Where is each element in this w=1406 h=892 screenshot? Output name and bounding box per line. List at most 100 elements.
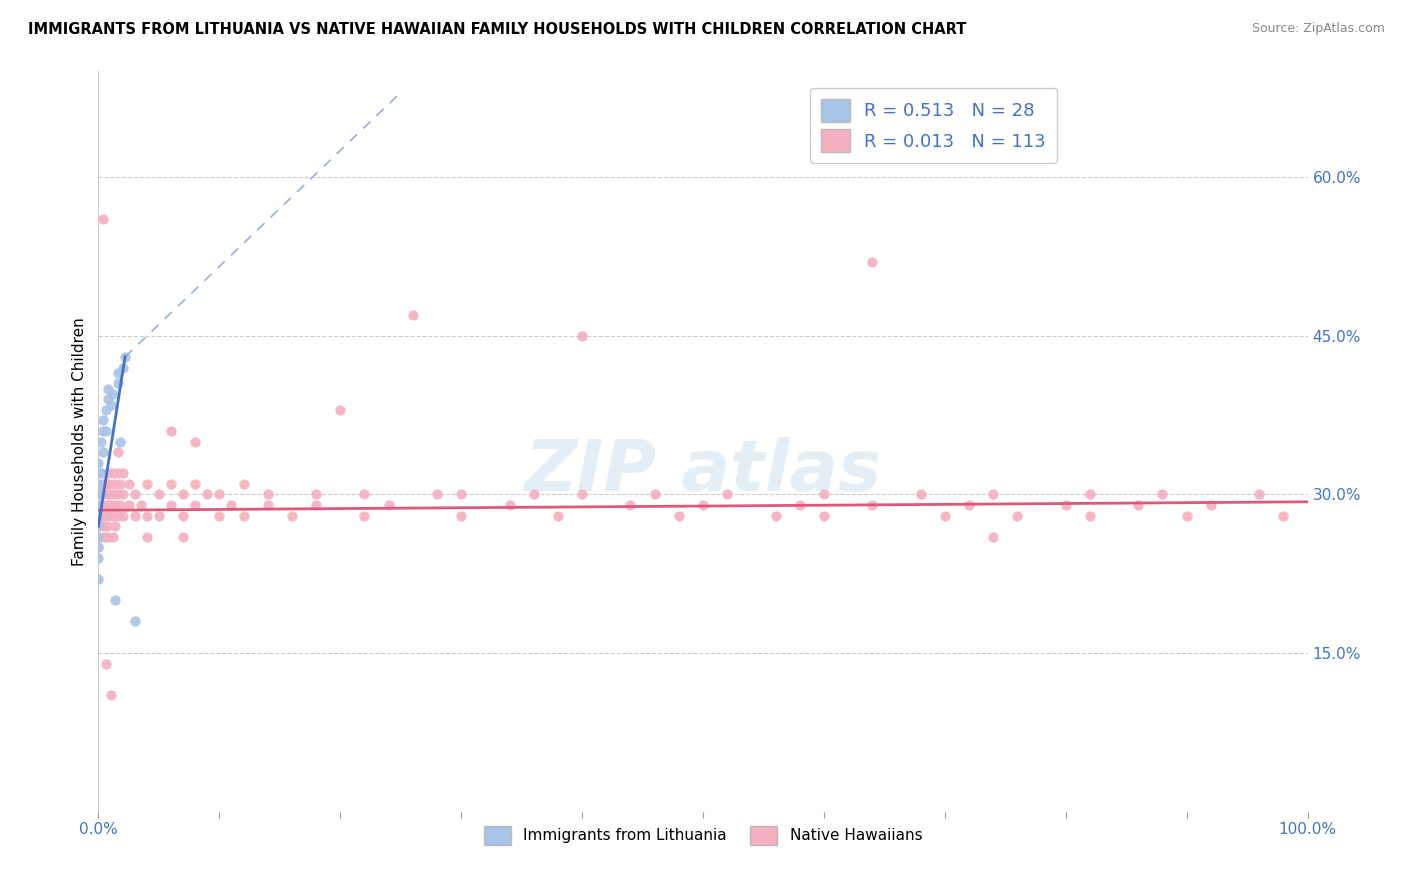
Point: [450, 487, 472, 501]
Point: [104, 498, 127, 512]
Point: [90, 434, 112, 449]
Point: [1007, 508, 1029, 523]
Point: [1078, 508, 1101, 523]
Point: [305, 487, 328, 501]
Point: [111, 487, 134, 501]
Point: [668, 508, 690, 523]
Point: [1128, 498, 1150, 512]
Text: Source: ZipAtlas.com: Source: ZipAtlas.com: [1251, 22, 1385, 36]
Point: [329, 402, 352, 417]
Point: [101, 530, 124, 544]
Point: [172, 487, 194, 501]
Point: [101, 508, 124, 523]
Point: [232, 476, 254, 491]
Point: [107, 445, 129, 459]
Point: [450, 508, 472, 523]
Point: [87, 541, 110, 555]
Point: [1152, 487, 1174, 501]
Point: [94, 402, 117, 417]
Point: [91, 445, 114, 459]
Point: [87, 487, 110, 501]
Y-axis label: Family Households with Children: Family Households with Children: [72, 318, 87, 566]
Point: [91, 413, 114, 427]
Point: [87, 498, 110, 512]
Point: [101, 467, 124, 481]
Point: [108, 434, 131, 449]
Point: [160, 424, 183, 438]
Point: [96, 498, 118, 512]
Point: [619, 498, 641, 512]
Point: [135, 530, 157, 544]
Point: [91, 476, 114, 491]
Point: [90, 467, 112, 481]
Point: [172, 508, 194, 523]
Point: [571, 487, 593, 501]
Point: [87, 519, 110, 533]
Point: [195, 487, 218, 501]
Point: [1054, 498, 1077, 512]
Point: [124, 615, 146, 629]
Point: [957, 498, 980, 512]
Point: [148, 508, 170, 523]
Point: [281, 508, 304, 523]
Point: [100, 689, 122, 703]
Point: [87, 530, 110, 544]
Point: [981, 487, 1004, 501]
Point: [98, 476, 121, 491]
Point: [100, 398, 122, 412]
Point: [402, 308, 425, 322]
Point: [87, 476, 110, 491]
Point: [1175, 508, 1198, 523]
Point: [97, 392, 120, 407]
Point: [87, 530, 110, 544]
Point: [90, 467, 112, 481]
Point: [94, 657, 117, 671]
Point: [789, 498, 811, 512]
Point: [97, 467, 120, 481]
Point: [981, 530, 1004, 544]
Point: [101, 487, 124, 501]
Point: [644, 487, 666, 501]
Point: [353, 487, 375, 501]
Point: [547, 508, 569, 523]
Point: [124, 508, 146, 523]
Point: [108, 498, 131, 512]
Point: [101, 387, 124, 401]
Point: [107, 376, 129, 391]
Point: [426, 487, 449, 501]
Point: [97, 487, 120, 501]
Point: [96, 519, 118, 533]
Point: [135, 476, 157, 491]
Point: [97, 530, 120, 544]
Point: [860, 254, 883, 268]
Point: [107, 366, 129, 380]
Point: [160, 476, 183, 491]
Point: [124, 487, 146, 501]
Point: [87, 541, 110, 555]
Point: [104, 519, 127, 533]
Point: [716, 487, 738, 501]
Text: ZIP atlas: ZIP atlas: [524, 437, 882, 506]
Point: [91, 498, 114, 512]
Point: [1199, 498, 1222, 512]
Point: [93, 487, 115, 501]
Point: [353, 508, 375, 523]
Point: [118, 498, 141, 512]
Point: [107, 467, 129, 481]
Point: [377, 498, 399, 512]
Point: [104, 476, 127, 491]
Point: [129, 498, 152, 512]
Point: [93, 530, 115, 544]
Point: [97, 508, 120, 523]
Point: [108, 476, 131, 491]
Point: [87, 498, 110, 512]
Legend: Immigrants from Lithuania, Native Hawaiians: Immigrants from Lithuania, Native Hawaii…: [477, 818, 929, 852]
Point: [111, 467, 134, 481]
Point: [1272, 508, 1295, 523]
Point: [160, 498, 183, 512]
Point: [87, 476, 110, 491]
Point: [184, 476, 207, 491]
Point: [90, 487, 112, 501]
Point: [90, 487, 112, 501]
Point: [104, 593, 127, 607]
